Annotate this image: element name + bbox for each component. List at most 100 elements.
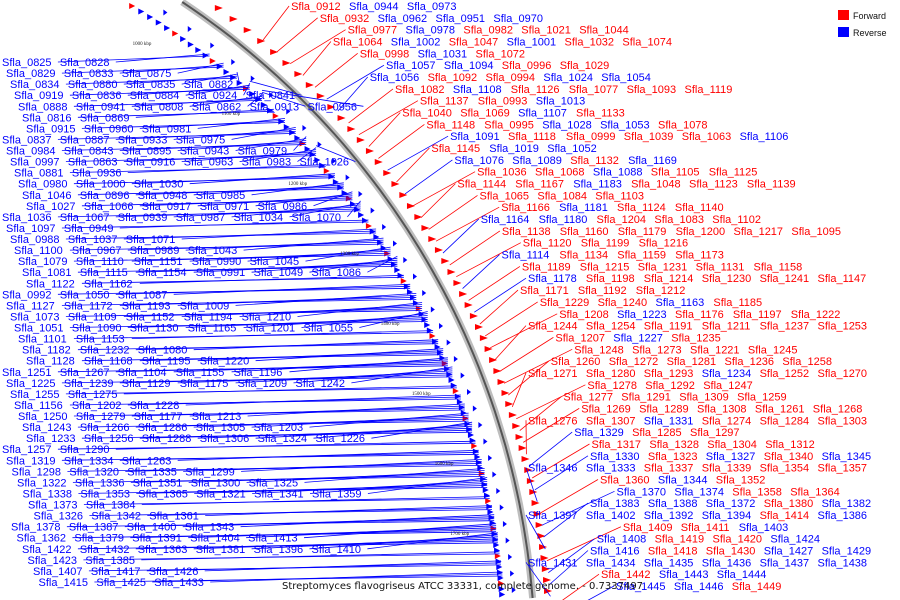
gene-label-reverse: Sfla_1057 [386,60,436,72]
gene-label-reverse: Sfla_1210 [242,312,292,324]
gene-label-reverse: Sfla_1110 [76,256,124,268]
gene-glyph [231,59,236,65]
gene-connector-forward [539,479,599,514]
gene-label-reverse: Sfla_1290 [60,444,110,456]
gene-connector-forward [531,443,590,479]
gene-glyph [345,174,350,181]
gene-glyph [458,404,465,411]
gene-connector-forward [516,384,586,420]
gene-label-forward: Sfla_1118 [508,131,556,143]
gene-label-forward: Sfla_1074 [622,37,672,49]
gene-label-forward: Sfla_1134 [559,250,608,262]
scale-tick-label: 1600 kbp [435,462,454,467]
gene-connector-reverse [204,560,502,572]
gene-connector-reverse [181,306,423,317]
gene-label-reverse: Sfla_1209 [238,378,288,390]
gene-label-forward: Sfla_1102 [712,214,761,226]
gene-label-reverse: Sfla_0984 [6,146,56,158]
gene-label-forward: Sfla_1339 [702,463,752,475]
gene-glyph [464,302,473,308]
gene-glyph [129,3,136,9]
gene-label-forward: Sfla_1442 [601,569,651,581]
gene-connector-reverse [115,208,361,218]
gene-label-reverse: Sfla_1101 [18,334,67,346]
gene-label-reverse: Sfla_0916 [126,157,176,169]
gene-label-reverse: Sfla_1343 [185,522,235,534]
gene-glyph [323,168,330,174]
gene-connector-forward [337,76,369,112]
gene-glyph [214,5,223,11]
gene-glyph [488,514,495,521]
gene-glyph [278,118,285,125]
gene-connector-reverse [197,195,353,207]
gene-glyph [305,82,314,88]
gene-label-forward: Sfla_1430 [706,546,756,558]
gene-label-reverse: Sfla_1000 [76,179,126,191]
gene-connector-forward [541,490,615,526]
gene-label-reverse: Sfla_1422 [22,544,72,556]
gene-glyph [209,58,216,64]
gene-connector-reverse [141,551,500,561]
gene-label-reverse: Sfla_1122 [26,278,75,290]
gene-glyph [499,504,504,511]
gene-label-reverse: Sfla_0951 [436,13,486,25]
gene-connector-reverse [119,64,224,74]
gene-label-forward: Sfla_1047 [449,37,499,49]
gene-label-forward: Sfla_1309 [679,392,729,404]
gene-label-forward: Sfla_1276 [528,415,578,427]
gene-label-forward: Sfla_1126 [511,84,560,96]
gene-glyph [294,135,301,141]
gene-label-reverse: Sfla_1155 [176,367,225,379]
gene-label-reverse: Sfla_1194 [184,312,233,324]
gene-glyph [510,570,515,577]
gene-label-reverse: Sfla_1051 [14,323,64,335]
gene-label-reverse: Sfla_0985 [196,190,246,202]
gene-label-forward: Sfla_1237 [760,321,810,333]
gene-glyph [489,357,498,363]
gene-connector-forward [525,467,538,502]
gene-label-reverse: Sfla_0888 [18,101,68,113]
gene-glyph [147,14,154,20]
gene-connector-forward [546,526,622,562]
gene-label-reverse: Sfla_1201 [246,323,296,335]
gene-label-reverse: Sfla_1046 [22,190,72,202]
gene-label-reverse: Sfla_1386 [818,510,868,522]
gene-label-reverse: Sfla_1435 [644,557,694,569]
gene-label-reverse: Sfla_1257 [2,444,52,456]
gene-label-reverse: Sfla_1100 [14,245,63,257]
gene-label-forward: Sfla_1138 [502,226,551,238]
gene-label-reverse: Sfla_1195 [142,356,191,368]
gene-glyph [138,8,145,15]
gene-glyph [270,49,279,55]
gene-glyph [430,306,435,313]
gene-label-reverse: Sfla_0924 [188,90,238,102]
gene-connector-reverse [181,73,238,85]
gene-label-reverse: Sfla_1299 [185,466,235,478]
gene-label-reverse: Sfla_1322 [17,477,67,489]
gene-glyph [202,52,209,59]
gene-label-forward: Sfla_1364 [790,486,840,498]
gene-label-forward: Sfla_1272 [609,356,659,368]
gene-label-forward: Sfla_1160 [560,226,609,238]
gene-label-reverse: Sfla_1165 [188,323,237,335]
gene-glyph [195,47,202,53]
gene-connector-reverse [235,138,307,151]
gene-glyph [255,96,262,103]
gene-glyph [515,434,524,440]
gene-label-reverse: Sfla_1037 [68,234,118,246]
gene-connector-reverse [181,228,377,240]
gene-label-forward: Sfla_0999 [566,131,616,143]
gene-label-forward: Sfla_1092 [428,72,478,84]
gene-connector-reverse [246,470,485,483]
gene-label-reverse: Sfla_0983 [242,157,292,169]
gene-connector-reverse [289,202,361,218]
gene-connector-reverse [177,295,417,306]
gene-label-reverse: Sfla_1027 [26,201,76,213]
gene-label-forward: Sfla_1103 [595,190,644,202]
gene-label-reverse: Sfla_0987 [176,212,226,224]
gene-connector-reverse [127,241,384,251]
gene-connector-forward [548,538,595,574]
gene-connector-reverse [305,246,391,262]
gene-glyph [493,368,502,374]
gene-label-forward: Sfla_1411 [681,522,730,534]
